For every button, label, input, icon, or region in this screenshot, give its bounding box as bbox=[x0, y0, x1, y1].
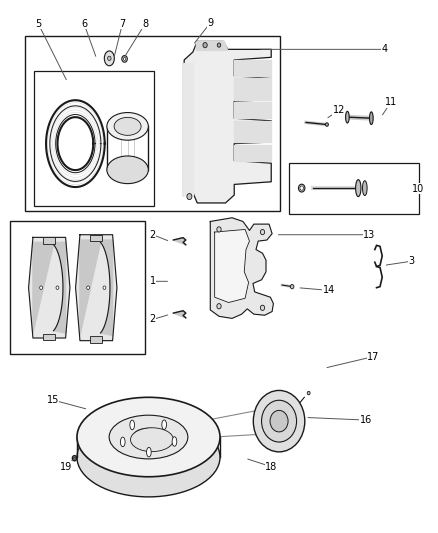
Circle shape bbox=[74, 457, 75, 459]
Circle shape bbox=[260, 305, 265, 310]
Text: 2: 2 bbox=[150, 314, 156, 325]
Polygon shape bbox=[184, 62, 193, 195]
Text: 10: 10 bbox=[412, 184, 424, 193]
Text: 6: 6 bbox=[81, 19, 87, 29]
Text: 9: 9 bbox=[207, 18, 213, 28]
Circle shape bbox=[87, 286, 89, 289]
Circle shape bbox=[187, 193, 192, 200]
Ellipse shape bbox=[77, 397, 220, 477]
Polygon shape bbox=[196, 42, 228, 51]
Polygon shape bbox=[173, 238, 186, 245]
Polygon shape bbox=[173, 311, 186, 318]
Ellipse shape bbox=[114, 117, 141, 135]
Polygon shape bbox=[215, 229, 250, 303]
Circle shape bbox=[217, 304, 221, 309]
Polygon shape bbox=[28, 237, 70, 338]
Bar bbox=[10, 222, 145, 354]
Polygon shape bbox=[33, 243, 66, 333]
Text: 17: 17 bbox=[367, 352, 380, 361]
Text: 7: 7 bbox=[119, 19, 126, 29]
Ellipse shape bbox=[270, 410, 288, 432]
Ellipse shape bbox=[147, 447, 151, 457]
Text: 5: 5 bbox=[35, 19, 42, 29]
Ellipse shape bbox=[356, 180, 361, 197]
Circle shape bbox=[260, 230, 265, 235]
Circle shape bbox=[290, 285, 294, 289]
Bar bbox=[25, 36, 280, 211]
Ellipse shape bbox=[130, 420, 134, 430]
Text: 2: 2 bbox=[150, 230, 156, 240]
Circle shape bbox=[56, 286, 59, 289]
Polygon shape bbox=[234, 144, 271, 160]
Bar bbox=[90, 235, 102, 241]
Polygon shape bbox=[234, 121, 271, 142]
Circle shape bbox=[325, 123, 328, 126]
Ellipse shape bbox=[104, 51, 114, 66]
Bar bbox=[43, 334, 55, 340]
Circle shape bbox=[307, 391, 310, 395]
Circle shape bbox=[298, 184, 305, 192]
Bar bbox=[43, 237, 55, 244]
Bar bbox=[289, 163, 419, 214]
Ellipse shape bbox=[107, 156, 148, 183]
Polygon shape bbox=[210, 218, 273, 318]
Circle shape bbox=[108, 56, 111, 60]
Circle shape bbox=[217, 43, 221, 47]
Text: 12: 12 bbox=[332, 105, 345, 115]
Text: 4: 4 bbox=[381, 44, 388, 54]
Bar bbox=[90, 336, 102, 343]
Bar bbox=[34, 70, 154, 206]
Polygon shape bbox=[80, 240, 113, 335]
Polygon shape bbox=[184, 42, 271, 203]
Ellipse shape bbox=[172, 437, 177, 446]
Text: 13: 13 bbox=[363, 230, 375, 240]
Circle shape bbox=[40, 286, 42, 289]
Text: 16: 16 bbox=[360, 415, 372, 425]
Ellipse shape bbox=[261, 400, 297, 442]
Text: 18: 18 bbox=[265, 462, 277, 472]
Text: 14: 14 bbox=[322, 285, 335, 295]
Circle shape bbox=[217, 227, 221, 232]
Circle shape bbox=[124, 58, 126, 60]
Text: 15: 15 bbox=[46, 395, 59, 405]
Text: 8: 8 bbox=[142, 19, 148, 29]
Ellipse shape bbox=[107, 112, 148, 140]
Text: 19: 19 bbox=[60, 462, 72, 472]
Ellipse shape bbox=[370, 112, 373, 125]
Circle shape bbox=[103, 286, 106, 289]
Ellipse shape bbox=[109, 415, 188, 459]
Circle shape bbox=[122, 55, 127, 62]
Circle shape bbox=[72, 456, 77, 461]
Ellipse shape bbox=[77, 417, 220, 497]
Polygon shape bbox=[234, 60, 271, 76]
Ellipse shape bbox=[253, 391, 305, 452]
Ellipse shape bbox=[162, 420, 166, 430]
Ellipse shape bbox=[131, 428, 173, 451]
Ellipse shape bbox=[120, 437, 125, 447]
Circle shape bbox=[203, 43, 207, 48]
Text: 3: 3 bbox=[408, 256, 414, 266]
Text: 1: 1 bbox=[150, 276, 156, 286]
Ellipse shape bbox=[133, 429, 164, 446]
Polygon shape bbox=[76, 235, 117, 341]
Polygon shape bbox=[234, 102, 271, 118]
Circle shape bbox=[300, 186, 304, 190]
Ellipse shape bbox=[346, 111, 349, 123]
Ellipse shape bbox=[363, 181, 367, 196]
Polygon shape bbox=[234, 78, 271, 100]
Text: 11: 11 bbox=[385, 98, 397, 107]
